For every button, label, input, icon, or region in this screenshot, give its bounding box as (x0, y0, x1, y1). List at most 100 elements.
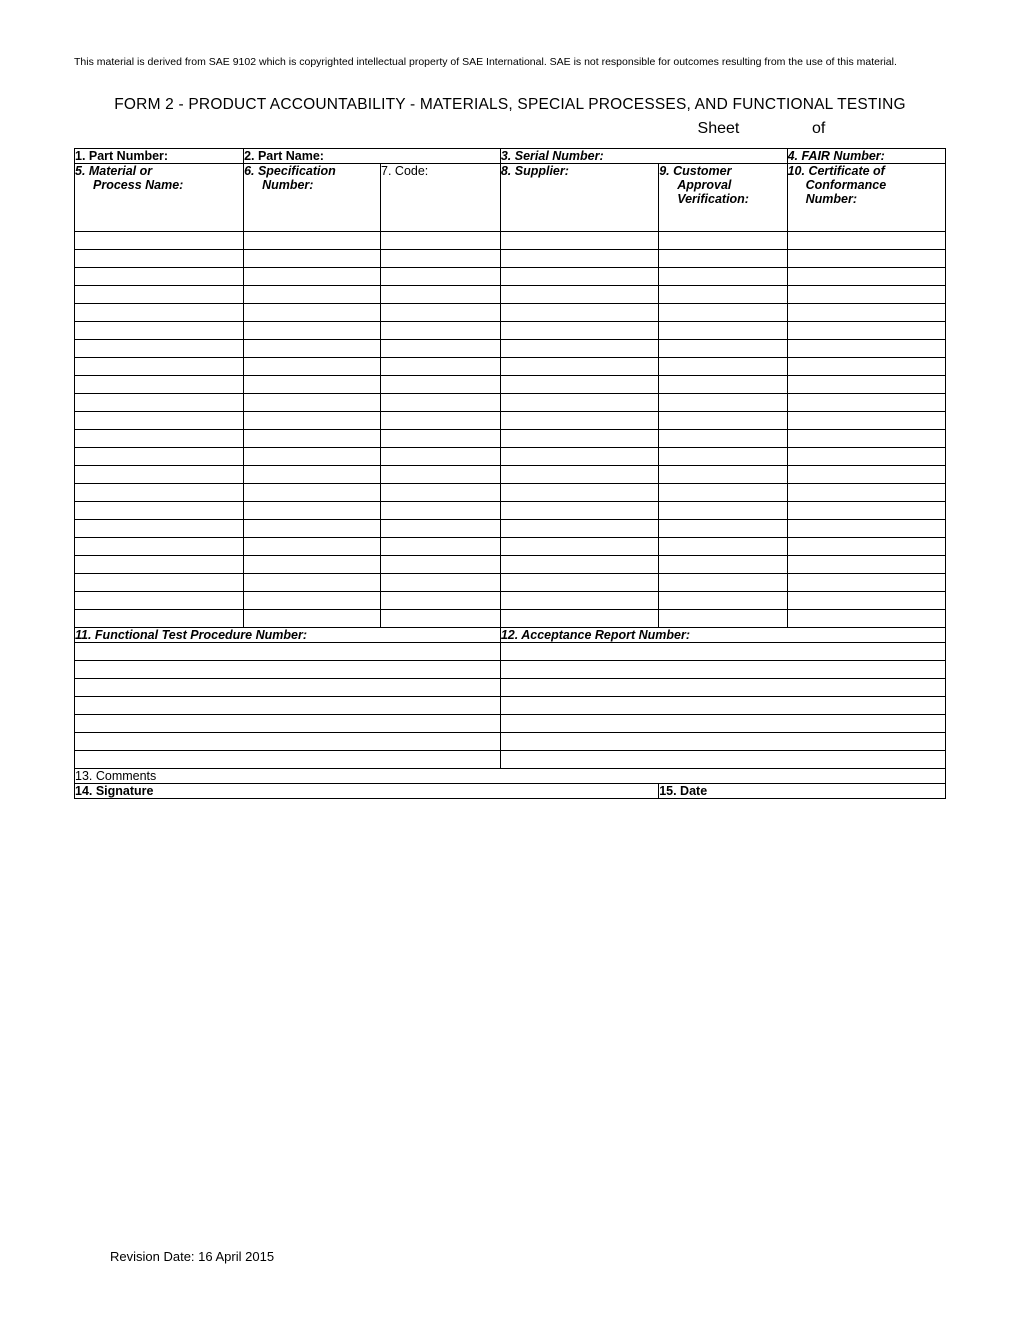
table-cell[interactable] (381, 592, 501, 610)
table-cell[interactable] (500, 697, 945, 715)
table-cell[interactable] (787, 430, 945, 448)
table-cell[interactable] (75, 733, 501, 751)
table-cell[interactable] (787, 340, 945, 358)
table-cell[interactable] (500, 376, 658, 394)
table-cell[interactable] (75, 286, 244, 304)
table-cell[interactable] (787, 394, 945, 412)
table-cell[interactable] (659, 466, 787, 484)
table-cell[interactable] (381, 610, 501, 628)
table-cell[interactable] (659, 538, 787, 556)
table-row[interactable] (75, 412, 946, 430)
table-row[interactable] (75, 448, 946, 466)
table-cell[interactable] (787, 322, 945, 340)
table-cell[interactable] (500, 466, 658, 484)
table-cell[interactable] (381, 286, 501, 304)
table-cell[interactable] (75, 610, 244, 628)
table-cell[interactable] (500, 448, 658, 466)
table-cell[interactable] (244, 232, 381, 250)
table-row[interactable] (75, 484, 946, 502)
table-cell[interactable] (787, 538, 945, 556)
table-cell[interactable] (787, 250, 945, 268)
table-cell[interactable] (75, 304, 244, 322)
table-row[interactable] (75, 286, 946, 304)
table-cell[interactable] (787, 376, 945, 394)
table-row[interactable] (75, 394, 946, 412)
table-cell[interactable] (381, 574, 501, 592)
table-row[interactable] (75, 250, 946, 268)
table-cell[interactable] (381, 250, 501, 268)
table-cell[interactable] (381, 430, 501, 448)
table-row[interactable] (75, 679, 946, 697)
table-cell[interactable] (381, 412, 501, 430)
field-part-name[interactable]: 2. Part Name: (244, 149, 501, 164)
table-cell[interactable] (381, 322, 501, 340)
table-cell[interactable] (787, 520, 945, 538)
table-cell[interactable] (75, 502, 244, 520)
table-cell[interactable] (75, 322, 244, 340)
table-cell[interactable] (244, 250, 381, 268)
table-cell[interactable] (787, 448, 945, 466)
table-cell[interactable] (244, 322, 381, 340)
field-functional-test-number[interactable]: 11. Functional Test Procedure Number: (75, 628, 501, 643)
table-cell[interactable] (75, 574, 244, 592)
table-cell[interactable] (787, 556, 945, 574)
table-cell[interactable] (659, 322, 787, 340)
table-cell[interactable] (244, 430, 381, 448)
table-cell[interactable] (75, 358, 244, 376)
table-row[interactable] (75, 661, 946, 679)
table-row[interactable] (75, 322, 946, 340)
table-cell[interactable] (500, 538, 658, 556)
table-cell[interactable] (659, 250, 787, 268)
table-row[interactable] (75, 643, 946, 661)
table-cell[interactable] (244, 520, 381, 538)
table-cell[interactable] (75, 520, 244, 538)
table-cell[interactable] (500, 610, 658, 628)
table-cell[interactable] (381, 520, 501, 538)
table-cell[interactable] (75, 715, 501, 733)
table-cell[interactable] (75, 340, 244, 358)
table-cell[interactable] (75, 643, 501, 661)
table-cell[interactable] (787, 574, 945, 592)
field-signature[interactable]: 14. Signature (75, 784, 659, 799)
table-cell[interactable] (500, 502, 658, 520)
table-row[interactable] (75, 430, 946, 448)
field-part-number[interactable]: 1. Part Number: (75, 149, 244, 164)
table-row[interactable] (75, 502, 946, 520)
table-cell[interactable] (500, 556, 658, 574)
table-cell[interactable] (244, 610, 381, 628)
table-cell[interactable] (244, 358, 381, 376)
table-row[interactable] (75, 376, 946, 394)
table-cell[interactable] (659, 268, 787, 286)
table-cell[interactable] (787, 610, 945, 628)
table-cell[interactable] (75, 679, 501, 697)
table-row[interactable] (75, 733, 946, 751)
field-fair-number[interactable]: 4. FAIR Number: (787, 149, 945, 164)
table-row[interactable] (75, 520, 946, 538)
table-row[interactable] (75, 592, 946, 610)
table-row[interactable] (75, 268, 946, 286)
table-cell[interactable] (500, 661, 945, 679)
table-cell[interactable] (381, 340, 501, 358)
table-cell[interactable] (75, 430, 244, 448)
table-cell[interactable] (75, 268, 244, 286)
table-cell[interactable] (787, 358, 945, 376)
table-row[interactable] (75, 358, 946, 376)
table-cell[interactable] (244, 340, 381, 358)
table-cell[interactable] (244, 448, 381, 466)
table-row[interactable] (75, 466, 946, 484)
table-cell[interactable] (244, 304, 381, 322)
table-cell[interactable] (244, 376, 381, 394)
table-cell[interactable] (75, 250, 244, 268)
table-cell[interactable] (75, 376, 244, 394)
table-cell[interactable] (500, 733, 945, 751)
table-cell[interactable] (244, 502, 381, 520)
table-row[interactable] (75, 715, 946, 733)
table-cell[interactable] (659, 232, 787, 250)
table-cell[interactable] (75, 466, 244, 484)
table-cell[interactable] (381, 268, 501, 286)
table-cell[interactable] (787, 268, 945, 286)
table-cell[interactable] (659, 448, 787, 466)
table-cell[interactable] (244, 466, 381, 484)
table-cell[interactable] (75, 232, 244, 250)
table-cell[interactable] (244, 484, 381, 502)
